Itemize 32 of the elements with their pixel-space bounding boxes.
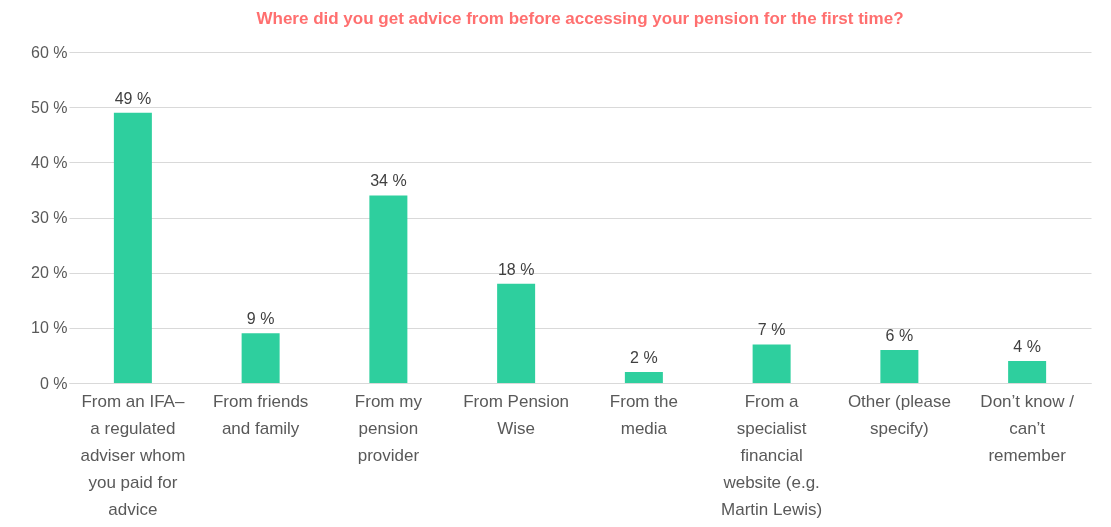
bar xyxy=(1008,360,1047,383)
data-label: 34 % xyxy=(370,172,407,190)
bar xyxy=(113,112,152,383)
data-label: 6 % xyxy=(885,326,914,344)
data-label: 9 % xyxy=(246,310,275,328)
y-tick-label: 10 % xyxy=(31,319,68,337)
bar xyxy=(624,371,663,383)
y-tick-label: 20 % xyxy=(31,264,68,282)
bar xyxy=(497,283,536,383)
data-label: 4 % xyxy=(1013,337,1041,355)
x-tick-label: From a specialist financial website (e.g. Martin Lewis) xyxy=(721,391,823,519)
bar xyxy=(752,344,791,383)
bar xyxy=(241,333,280,383)
x-tick-label: From my pension provider xyxy=(354,391,423,465)
y-tick-label: 30 % xyxy=(31,209,68,226)
x-tick-label: From friends and family xyxy=(212,391,309,438)
x-tick-label: Don’t know / can’t remember xyxy=(980,391,1075,465)
bar xyxy=(880,349,919,383)
x-tick-label: From an IFA– a regulated adviser whom you paid for advice xyxy=(80,391,186,519)
data-label: 2 % xyxy=(630,348,658,366)
x-tick-label: Other (please specify) xyxy=(847,391,951,438)
data-label: 18 % xyxy=(497,260,535,278)
x-tick-label: From the media xyxy=(609,391,678,438)
data-label: 7 % xyxy=(757,321,786,339)
bar xyxy=(369,195,408,383)
y-tick-label: 50 % xyxy=(31,98,68,116)
y-tick-label: 40 % xyxy=(31,153,68,171)
x-tick-label: From Pension Wise xyxy=(463,391,570,438)
data-label: 49 % xyxy=(114,89,152,107)
chart-title: Where did you get advice from before accessing your pension for the first time? xyxy=(256,9,904,28)
y-tick-label: 0 % xyxy=(39,374,68,392)
y-tick-label: 60 % xyxy=(31,43,68,61)
